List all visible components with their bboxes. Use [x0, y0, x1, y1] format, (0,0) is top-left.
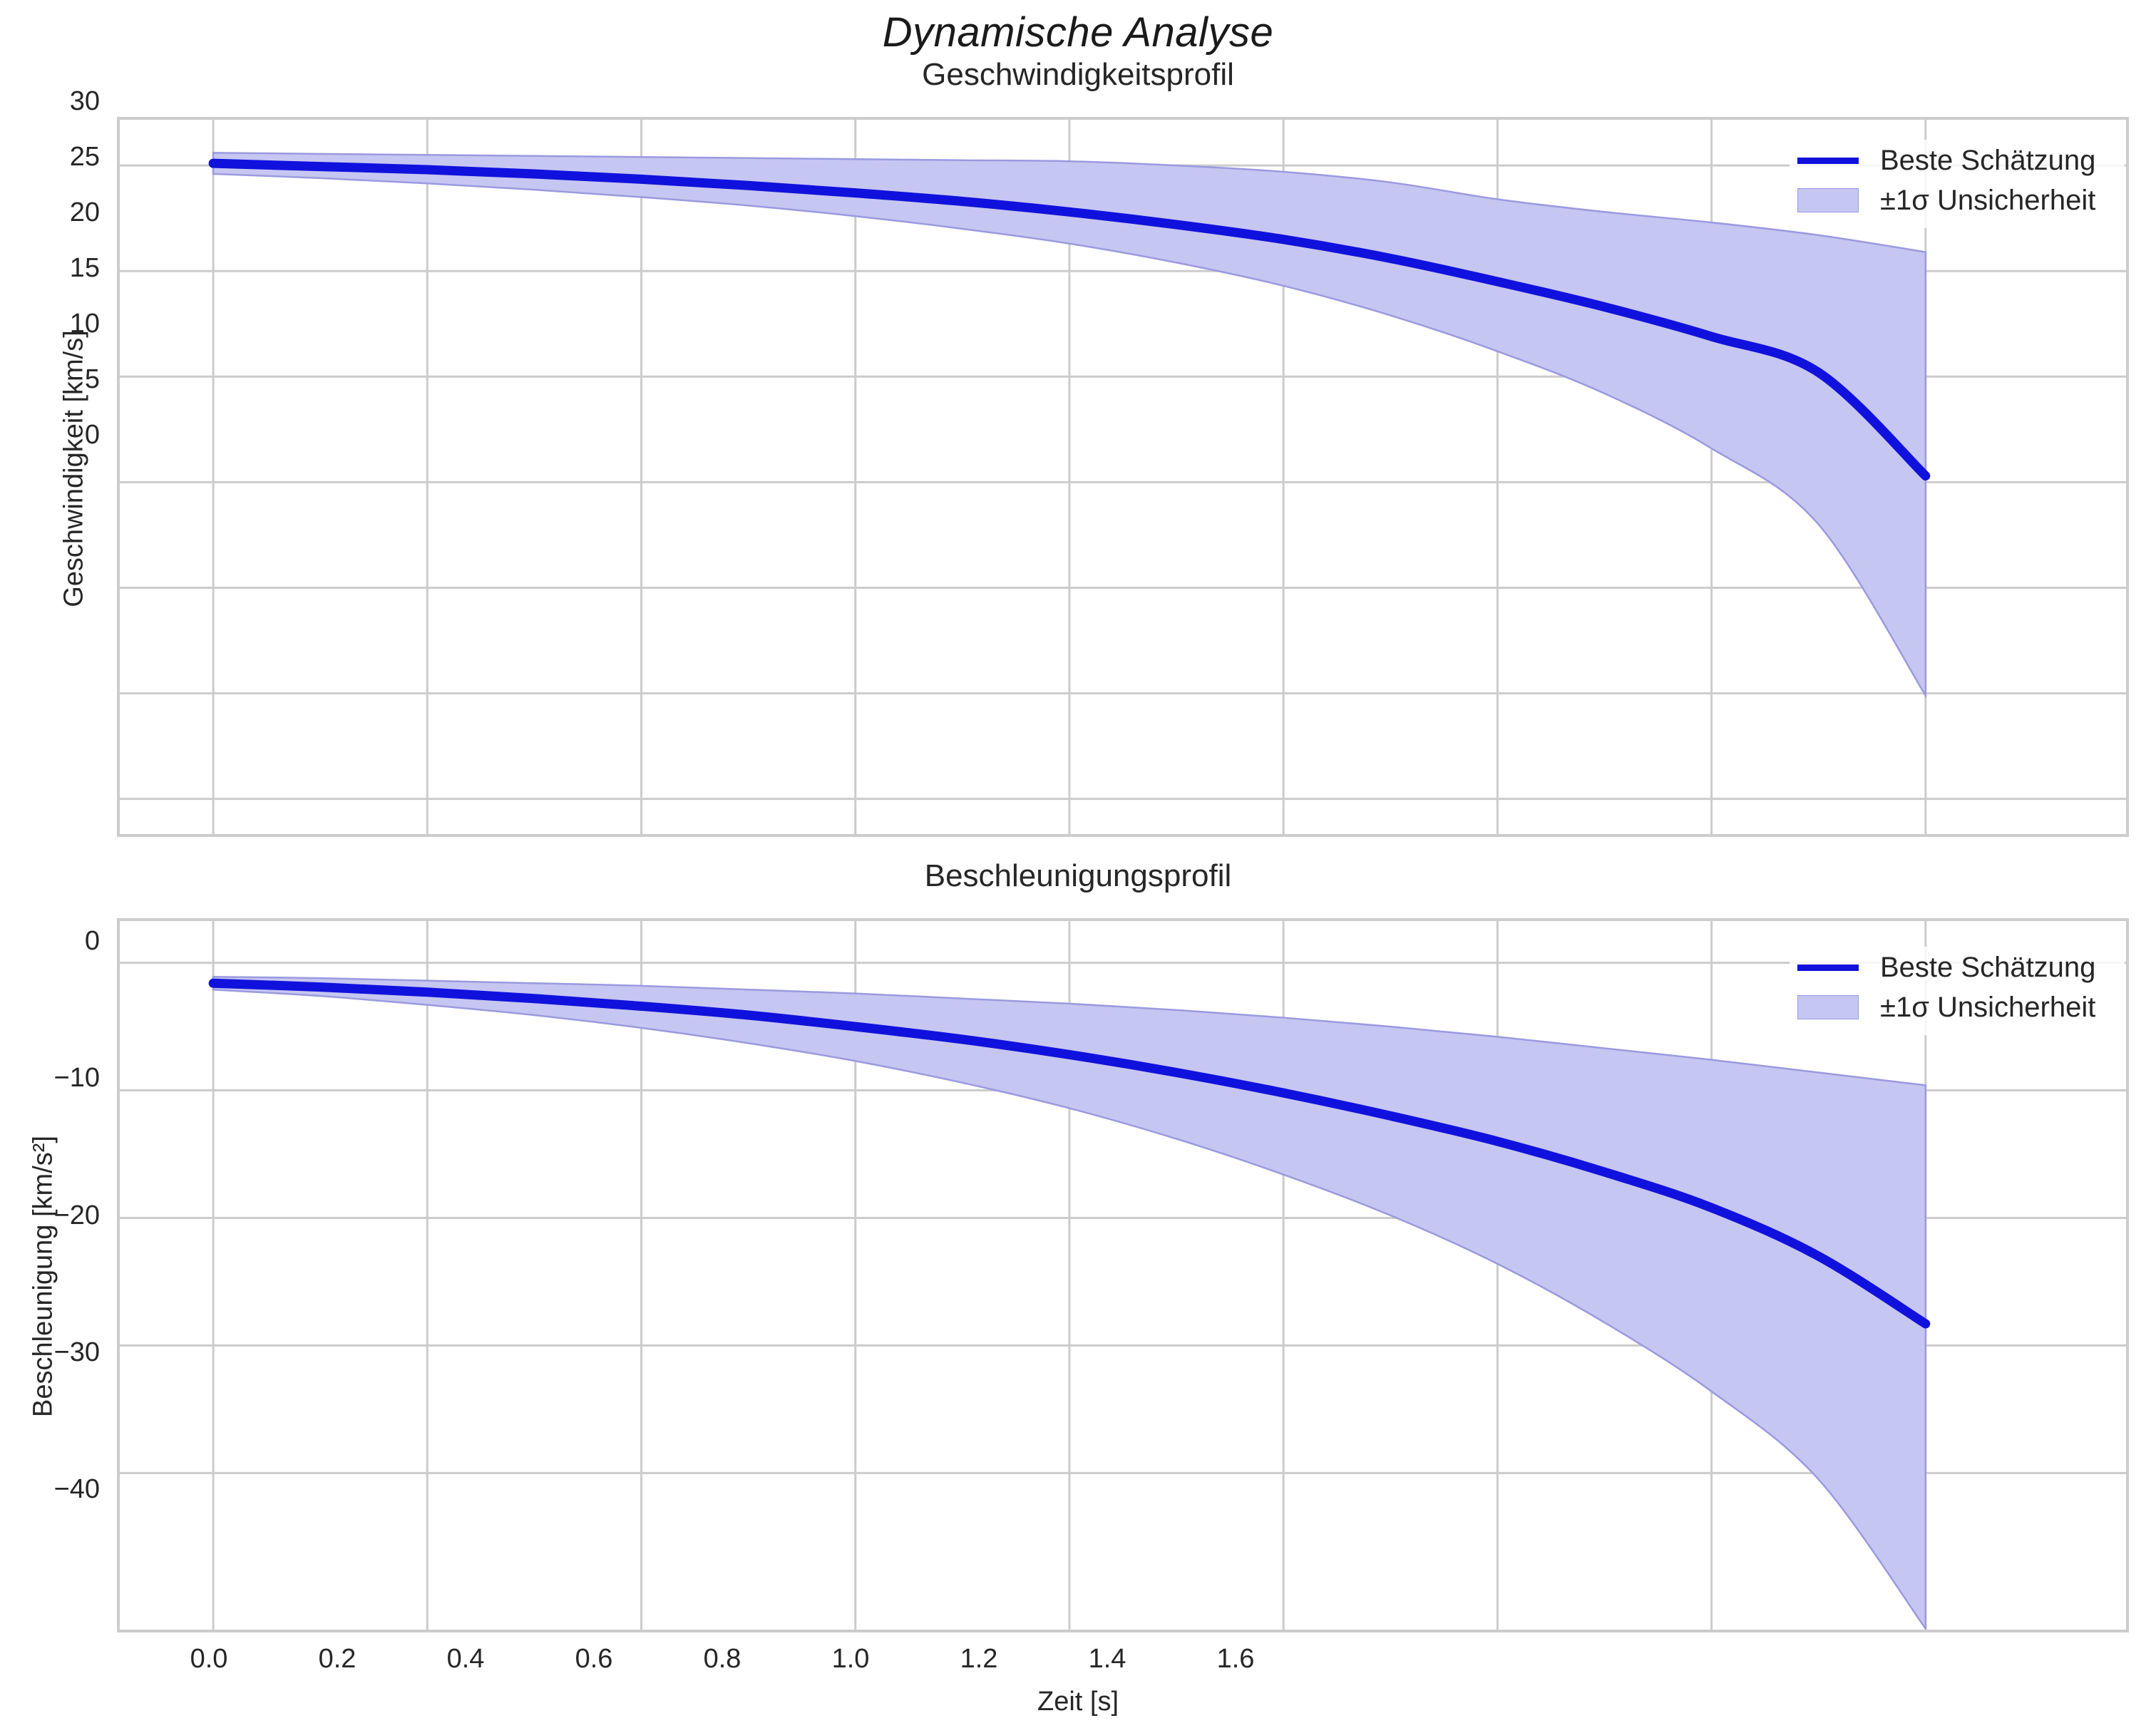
xtick-5: 1.0: [831, 1644, 870, 1674]
figure-suptitle: Dynamische Analyse: [882, 9, 1274, 56]
legend-label-best-estimate: Beste Schätzung: [1880, 144, 2096, 176]
xtick-2: 0.4: [446, 1644, 485, 1674]
figure-xlabel: Zeit [s]: [1037, 1687, 1119, 1717]
xtick-4: 0.8: [703, 1644, 741, 1674]
legend-line-swatch-icon: [1797, 964, 1859, 971]
legend-row-best-estimate[interactable]: Beste Schätzung: [1790, 140, 2124, 180]
xtick-7: 1.4: [1088, 1644, 1126, 1674]
subplot-2-ytick-2: −20: [53, 1200, 100, 1230]
xtick-3: 0.6: [575, 1644, 613, 1674]
subplot-2-plot-area: [117, 918, 2129, 1632]
subplot-1-plot-area: [117, 117, 2129, 837]
xtick-8: 1.6: [1216, 1644, 1255, 1674]
subplot-2-ytick-1: −10: [53, 1063, 100, 1093]
subplot-1-ytick-0: 0: [84, 420, 100, 450]
subplot-1-legend: Beste Schätzung ±1σ Unsicherheit: [1790, 140, 2125, 228]
xtick-1: 0.2: [318, 1644, 356, 1674]
subplot-2-title: Beschleunigungsprofil: [924, 858, 1232, 893]
subplot-1-ytick-4: 20: [69, 197, 100, 227]
subplot-2-legend: Beste Schätzung ±1σ Unsicherheit: [1790, 947, 2125, 1035]
legend-row-uncertainty-2[interactable]: ±1σ Unsicherheit: [1790, 987, 2124, 1027]
subplot-1-title: Geschwindigkeitsprofil: [922, 57, 1234, 92]
legend-label-uncertainty-2: ±1σ Unsicherheit: [1880, 991, 2096, 1023]
xtick-6: 1.2: [960, 1644, 998, 1674]
legend-line-swatch-icon: [1797, 157, 1859, 164]
subplot-2-ytick-3: −30: [53, 1337, 100, 1367]
subplot-1-ytick-6: 30: [69, 86, 100, 116]
subplot-2-ytick-4: −40: [53, 1474, 100, 1504]
subplot-1-ytick-5: 25: [69, 142, 100, 172]
subplot-1-ytick-3: 15: [69, 253, 100, 283]
legend-row-best-estimate-2[interactable]: Beste Schätzung: [1790, 947, 2124, 987]
legend-patch-swatch-icon: [1797, 188, 1859, 212]
legend-label-best-estimate-2: Beste Schätzung: [1880, 951, 2096, 983]
legend-patch-swatch-icon: [1797, 995, 1859, 1019]
subplot-1-ytick-1: 5: [84, 364, 100, 394]
subplot-1-ytick-2: 10: [69, 309, 100, 339]
legend-row-uncertainty[interactable]: ±1σ Unsicherheit: [1790, 180, 2124, 220]
xtick-0: 0.0: [190, 1644, 228, 1674]
legend-label-uncertainty: ±1σ Unsicherheit: [1880, 184, 2096, 216]
subplot-2-ytick-0: 0: [84, 926, 100, 956]
subplot-2-ylabel: Beschleunigung [km/s²]: [28, 1136, 58, 1417]
